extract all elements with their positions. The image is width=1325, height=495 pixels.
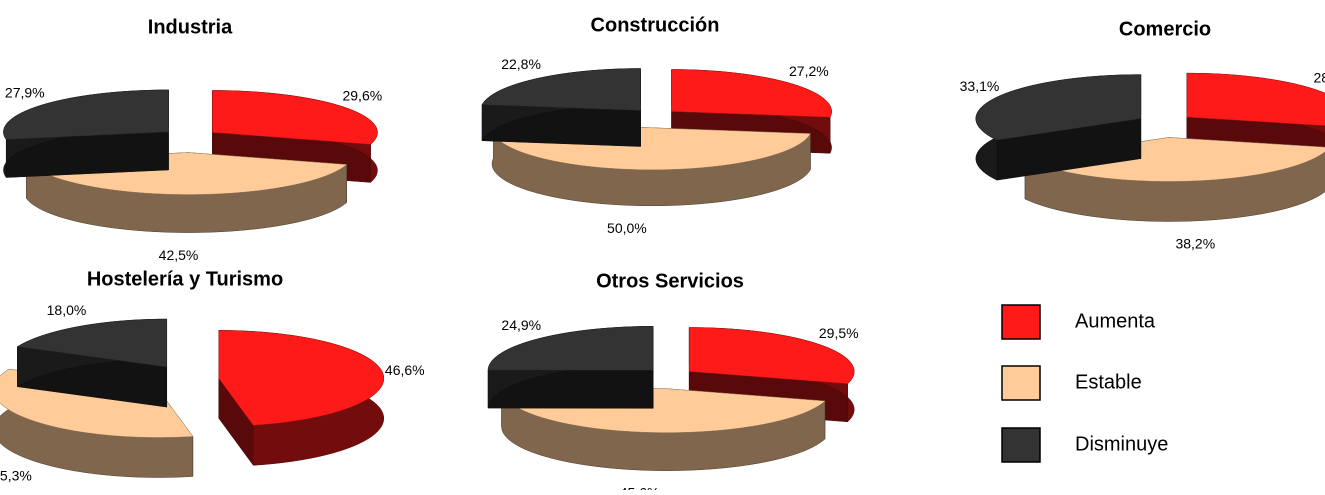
value-label: 35,3% [0,467,32,483]
slice-top [212,90,378,145]
value-label: 18,0% [47,302,87,318]
legend-label: Estable [1075,371,1142,393]
pie-slice [975,74,1142,181]
value-label: 33,1% [960,78,1000,94]
pie-slice [218,330,385,467]
value-label: 50,0% [607,220,647,236]
value-label: 38,2% [1175,236,1215,252]
slice-top [3,89,169,140]
value-label: 24,9% [501,317,541,333]
value-label: 42,5% [159,247,199,263]
slice-top [487,326,654,371]
slice-top [671,69,832,118]
value-label: 46,6% [385,362,425,378]
value-label: 28,6% [1313,69,1325,85]
legend-label: Aumenta [1075,310,1156,332]
pie-slice [16,318,168,408]
pie-slice [481,68,641,147]
chart-title: Construcción [591,14,720,36]
value-label: 27,2% [789,63,829,79]
slice-top [688,327,855,385]
chart-title: Otros Servicios [596,270,744,292]
value-label: 22,8% [501,56,541,72]
slice-top [218,330,385,426]
chart-title: Comercio [1119,18,1211,40]
pie-slice [1024,137,1325,222]
slice-top [16,318,168,368]
pie-slice [3,89,169,179]
value-label: 29,6% [342,87,382,103]
legend-label: Disminuye [1075,433,1168,455]
chart-title: Industria [148,16,233,38]
value-label: 27,9% [5,84,45,100]
slice-top [975,74,1142,141]
legend-swatch [1001,427,1041,463]
value-label: 29,5% [819,325,859,341]
slice-top [1186,72,1325,126]
pie-slice [487,326,654,409]
slice-top [481,68,641,111]
legend-swatch [1001,365,1041,401]
legend-swatch [1001,304,1041,340]
chart-title: Hostelería y Turismo [87,268,283,290]
value-label: 45,6% [620,485,660,490]
